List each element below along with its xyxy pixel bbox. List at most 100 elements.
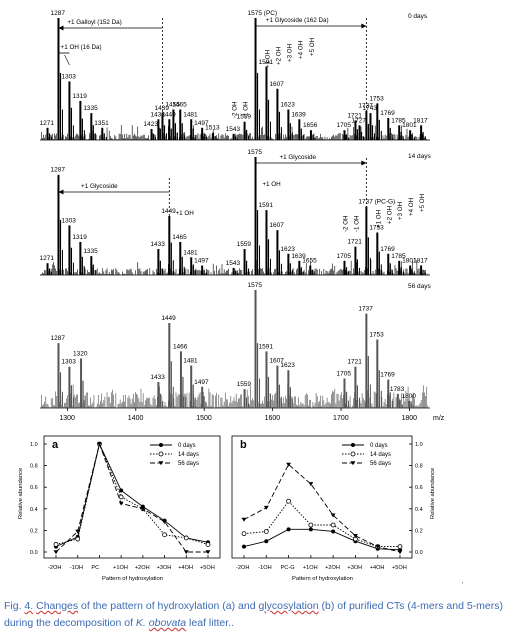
data-point [183,550,189,555]
spectrum-panel-mass-spectrum-14-days: 1287 1303 1319 1335 1271 1433 1449 1465 1481 1497… [40,149,432,276]
figure-caption: Fig. 4. Changes of the pattern of hydrox… [4,598,528,632]
peak-label: 1320 [73,350,88,357]
line-chart-panel-b: 0.0 0.2 0.4 0.6 0.8 1.0 Relative abundance -2OH… [231,435,436,582]
y-tick-label: 0.8 [415,464,423,470]
data-point [308,527,313,532]
data-point [397,550,403,555]
data-point [75,529,81,534]
x-tick-label: +4OH [370,565,385,571]
series-line [243,463,401,553]
series-line [243,528,401,551]
y-tick-label: 0.8 [30,464,38,470]
peak-label: 1769 [380,372,395,379]
peak-label: 1785 [391,253,406,260]
spectrum-day-label: 56 days [408,283,432,290]
peak-label: 1433 [150,111,165,118]
x-tick-label: +5OH [200,565,215,571]
x-axis-label: Pattern of hydroxylation [102,576,163,582]
peak-label: 1623 [280,102,295,109]
data-point [397,544,403,549]
peak-label: 1721 [347,112,362,119]
peak-label: 1433 [150,374,165,381]
legend-marker [350,451,356,457]
peak-label: 1335 [83,248,98,255]
peak-label: 1705 [336,122,351,129]
peak-label: 1591 [258,59,273,66]
annotation-glycoside-2: +1 Glycoside [279,154,316,161]
y-tick-label: 0.4 [30,507,38,513]
x-tick-label: 1300 [59,415,75,422]
caption-species-genus: K. [135,617,149,629]
y-tick-label: 0.6 [30,485,38,491]
peak-label: 1455 [165,102,180,109]
y-tick-label: 1.0 [415,442,423,448]
peak-label: 1785 [391,117,406,124]
x-tick-label: -2OH [48,565,61,571]
data-point [53,550,59,555]
peak-label: 1303 [61,73,76,80]
peak-label: 1817 [413,117,428,124]
caption-species-name: obovata [148,617,187,629]
legend-marker [158,461,164,466]
legend-label: 0 days [178,443,196,449]
peak-label: 1753 [369,225,384,232]
peak-label: 1591 [258,202,273,209]
peak-label: 1607 [269,358,284,365]
peak-label: 1466 [173,343,188,350]
peak-label: 1497 [194,379,209,386]
data-point [308,522,314,528]
peak-label: 1801 [402,122,417,129]
caption-rest-1: (b) of purified CTs (4-mers and 5-mers) … [4,600,504,629]
peak-label: 1783 [390,386,405,393]
x-tick-label: +3OH [157,565,172,571]
caption-word-glycosylation: glycosylation [258,600,319,612]
data-point [205,550,211,555]
x-axis-label: m/z [433,415,445,422]
peak-label: 1319 [72,234,87,241]
peak-label: 1705 [336,253,351,260]
peak-label: 1639 [291,111,306,118]
peak-label: 1769 [380,110,395,117]
annotation-vertical-oh: +2 OH [275,47,282,65]
spectrum-day-label: 0 days [408,13,428,20]
data-point [330,522,336,528]
peak-label: 1801 [402,258,417,265]
peak-label: 1721 [347,359,362,366]
data-point [241,531,247,537]
x-tick-label: +3OH [347,565,362,571]
annotation-vertical-oh: +4 OH [408,198,415,216]
peak-label: 1423 [144,121,159,128]
annotation-vertical-oh: +1 OH [375,210,382,228]
peak-label: 1449 [161,111,176,118]
x-tick-label: +5OH [392,565,407,571]
annotation-vertical-oh: -2 OH [232,101,239,118]
peak-label: 1271 [40,120,55,127]
legend-marker [351,443,355,447]
x-tick-label: +1OH [113,565,128,571]
peak-label: 1287 [50,167,65,174]
peak-label: 1639 [291,253,306,260]
data-point [353,534,358,538]
annotation-glycoside: +1 Glycoside (162 Da) [266,17,329,24]
peak-label: 1705 [336,371,351,378]
peak-label: 1481 [183,249,198,256]
peak-label: 1303 [61,217,76,224]
data-point [308,482,314,487]
peak-label: 1623 [280,362,295,369]
annotation-vertical-oh: +3 OH [286,44,293,62]
y-tick-label: 0.4 [415,507,423,513]
peak-label: 1497 [194,120,209,127]
peak-label: 1559 [237,114,252,121]
peak-label: 1449 [161,208,176,215]
y-axis-label: Relative abundance [18,468,24,519]
peak-label: 1559 [237,381,252,388]
peak-label: 1287 [50,10,65,17]
spectrum-panel-mass-spectrum-56-days: 1287 1320 1303 1433 1449 1466 1481 1497 1559 1575… [40,282,445,422]
legend-marker [350,461,356,466]
y-tick-label: 0.6 [415,485,423,491]
annotation-vertical-oh: +5 OH [419,194,426,212]
peak-label: 1743 [362,105,377,112]
caption-rest-2: leaf litter. [186,617,232,629]
data-point [286,527,291,532]
peak-label: 1656 [303,122,318,129]
